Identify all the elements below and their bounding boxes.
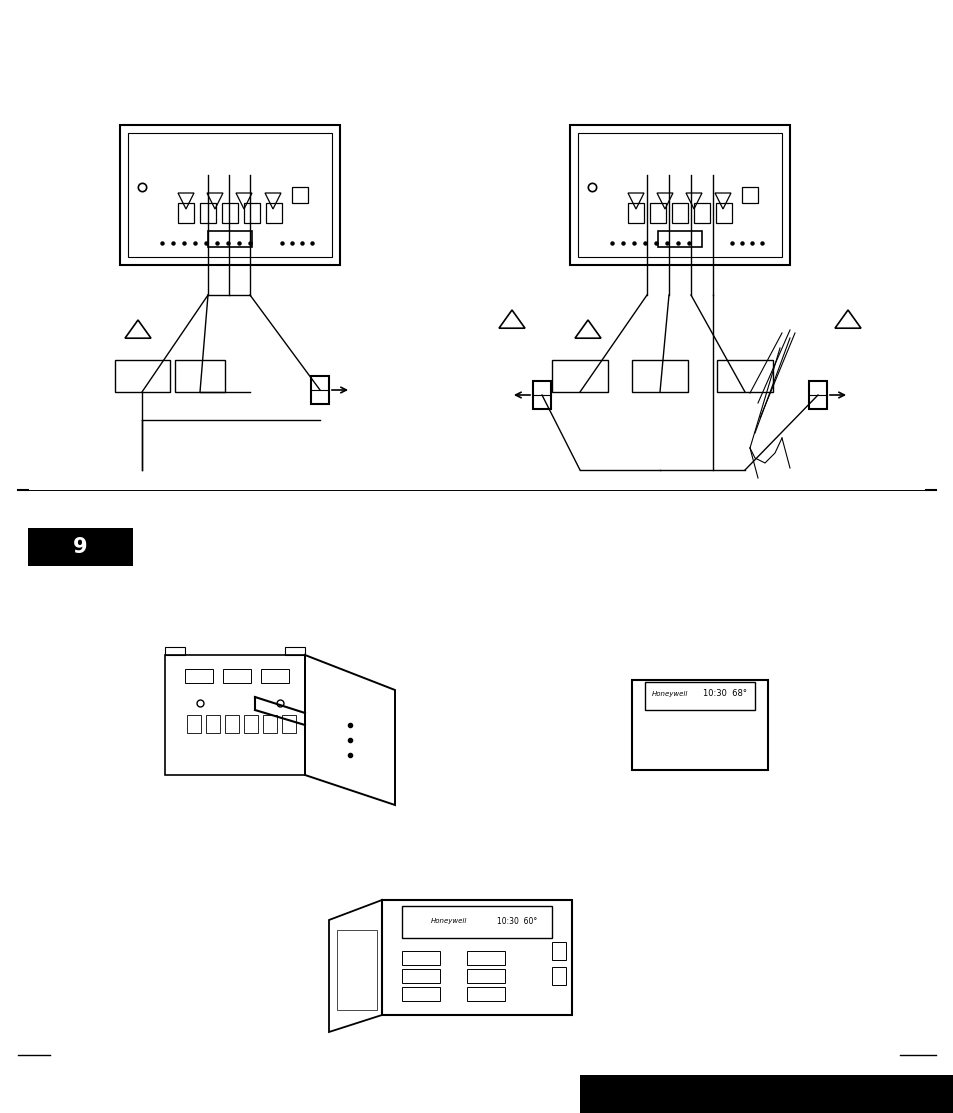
Bar <box>808 381 826 408</box>
Bar <box>185 669 213 683</box>
Bar <box>208 232 252 247</box>
Bar <box>716 203 731 223</box>
Bar <box>401 951 439 965</box>
Bar <box>533 381 551 408</box>
Bar <box>244 203 260 223</box>
Bar <box>263 715 276 733</box>
Bar <box>401 969 439 983</box>
Bar <box>225 715 239 733</box>
Bar <box>120 125 339 265</box>
Bar <box>579 1075 953 1113</box>
Bar <box>671 203 687 223</box>
Bar <box>244 715 257 733</box>
Bar <box>261 669 289 683</box>
Bar <box>552 967 565 985</box>
Bar <box>336 930 376 1009</box>
Bar <box>128 132 332 257</box>
Bar <box>187 715 201 733</box>
Bar <box>223 669 251 683</box>
Bar <box>717 359 772 392</box>
Text: 10:30  60°: 10:30 60° <box>497 916 537 926</box>
Bar <box>467 969 504 983</box>
Bar <box>741 187 758 203</box>
Bar <box>644 682 754 710</box>
Bar <box>165 647 185 654</box>
Bar <box>631 359 687 392</box>
Bar <box>693 203 709 223</box>
Bar <box>115 359 170 392</box>
Bar <box>649 203 665 223</box>
Bar <box>658 232 701 247</box>
Bar <box>467 951 504 965</box>
Bar <box>552 359 607 392</box>
Bar <box>552 942 565 961</box>
Bar <box>311 376 329 404</box>
Bar <box>282 715 295 733</box>
Text: Honeywell: Honeywell <box>431 918 467 924</box>
Bar <box>178 203 193 223</box>
Bar <box>292 187 308 203</box>
Bar <box>401 987 439 1001</box>
Bar <box>627 203 643 223</box>
Bar <box>631 680 767 770</box>
Bar <box>569 125 789 265</box>
Bar <box>578 132 781 257</box>
Bar <box>381 900 572 1015</box>
Bar <box>206 715 220 733</box>
Bar <box>467 987 504 1001</box>
Bar <box>200 203 215 223</box>
Bar <box>28 528 132 567</box>
Bar <box>174 359 225 392</box>
Text: 10:30  68°: 10:30 68° <box>702 689 746 699</box>
Bar <box>222 203 237 223</box>
Bar <box>285 647 305 654</box>
Text: Honeywell: Honeywell <box>651 691 687 697</box>
Text: 9: 9 <box>73 536 88 556</box>
Bar <box>401 906 552 938</box>
Bar <box>266 203 282 223</box>
